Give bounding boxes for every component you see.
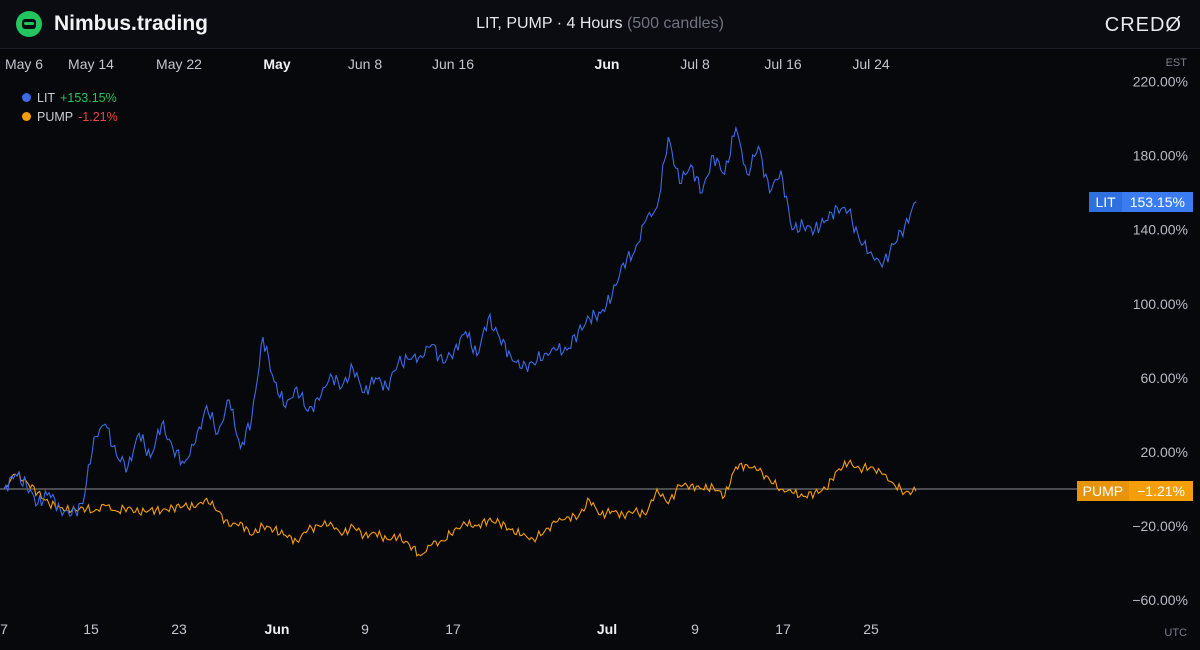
bottom-date-label: 23 [171,621,187,637]
legend-item-lit[interactable]: LIT +153.15% [22,88,118,107]
pump-dot-icon [22,112,31,121]
legend-item-pump[interactable]: PUMP -1.21% [22,107,118,126]
nimbus-logo-icon[interactable] [16,11,42,37]
header-bar: Nimbus.trading LIT, PUMP · 4 Hours (500 … [0,0,1200,49]
bottom-date-axis: 7 15 23 Jun 9 17 Jul 9 17 25 [0,621,879,637]
legend-pump-name: PUMP [37,109,74,124]
y-axis-ticks: 220.00% 180.00% 140.00% 100.00% 60.00% 20.00%… [1132,74,1188,609]
bottom-date-label: Jun [265,621,290,637]
top-date-label: Jul 16 [764,56,802,72]
top-date-label: May [263,56,290,72]
provider-logo: CREDØ [1104,14,1182,36]
lit-tag-value: 153.15% [1121,191,1193,212]
bottom-date-label: 17 [775,621,791,637]
bottom-date-label: 7 [0,621,8,637]
timezone-top: EST [1165,57,1187,69]
lit-dot-icon [22,93,31,102]
pump-price-tag: PUMP −1.21% [1076,481,1193,502]
top-date-axis: May 6 May 14 May 22 May Jun 8 Jun 16 Jun Jul 8 J… [5,56,890,72]
pump-tag-value: −1.21% [1129,481,1193,502]
top-date-label: Jul 24 [852,56,890,72]
top-date-label: May 22 [156,56,202,72]
chart-title-symbols: LIT, PUMP · 4 Hours [476,15,623,32]
lit-series-line [3,125,917,517]
chart-legend: LIT +153.15% PUMP -1.21% [22,88,118,126]
bottom-date-label: 9 [691,621,699,637]
top-date-label: Jun [595,56,620,72]
bottom-date-label: 17 [445,621,461,637]
pump-tag-name: PUMP [1076,481,1130,502]
y-tick-label: 140.00% [1133,222,1188,238]
y-tick-label: 180.00% [1133,148,1188,164]
y-tick-label: 60.00% [1141,370,1188,386]
chart-title: LIT, PUMP · 4 Hours (500 candles) [0,15,1200,33]
top-date-label: Jun 8 [348,56,382,72]
bottom-date-label: 25 [863,621,879,637]
y-tick-label: −20.00% [1132,518,1188,534]
chart-title-candles: (500 candles) [626,15,724,32]
y-tick-label: −60.00% [1132,592,1188,608]
legend-pump-value: -1.21% [78,109,118,124]
bottom-date-label: 9 [361,621,369,637]
top-date-label: May 14 [68,56,114,72]
y-tick-label: 20.00% [1141,444,1188,460]
y-tick-label: 220.00% [1133,74,1188,90]
legend-lit-value: +153.15% [60,90,117,105]
legend-lit-name: LIT [37,90,56,105]
timezone-bottom: UTC [1164,627,1187,639]
bottom-date-label: Jul [597,621,617,637]
pump-series-line [3,459,917,557]
top-date-label: May 6 [5,56,43,72]
y-tick-label: 100.00% [1133,296,1188,312]
top-date-label: Jul 8 [680,56,710,72]
lit-price-tag: LIT 153.15% [1089,191,1193,212]
lit-tag-name: LIT [1089,191,1122,212]
top-date-label: Jun 16 [432,56,474,72]
brand-name[interactable]: Nimbus.trading [54,12,209,35]
bottom-date-label: 15 [83,621,99,637]
